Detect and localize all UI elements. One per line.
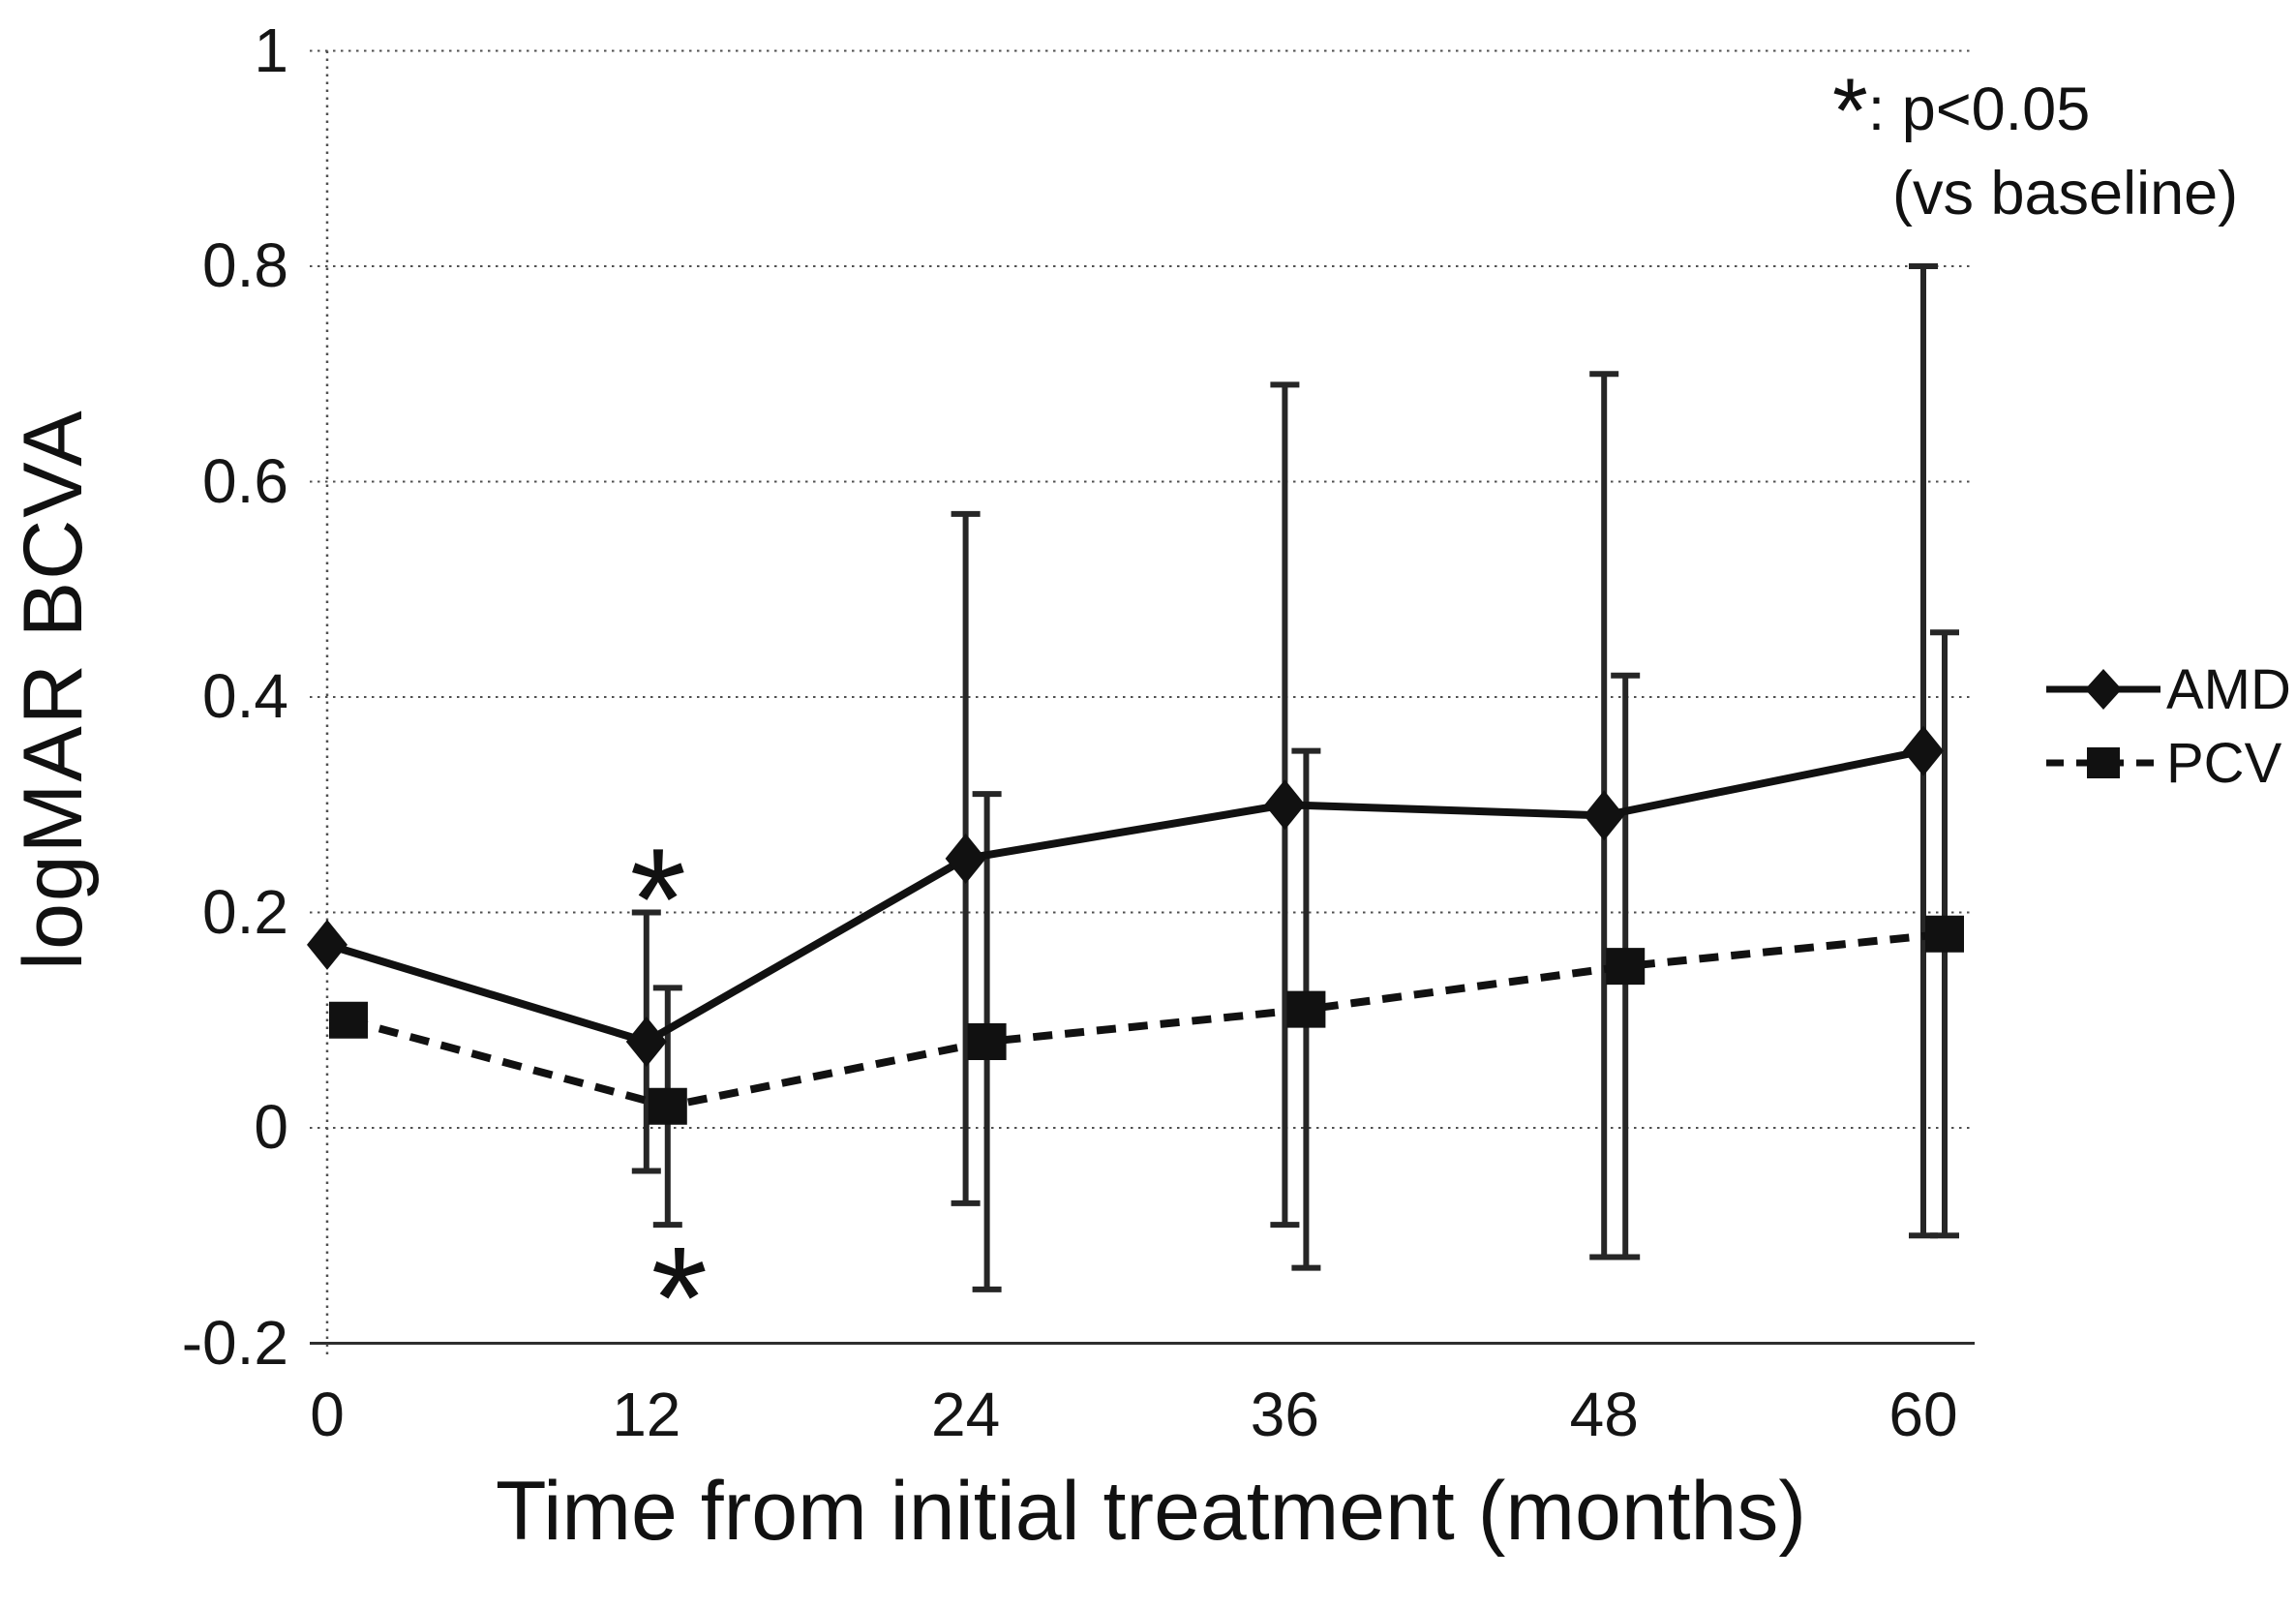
x-tick-label-0: 0 <box>310 1380 345 1449</box>
amd-point-12 <box>625 1017 667 1067</box>
significance-asterisk-pcv: * <box>651 1216 708 1379</box>
y-tick-label-1: 1 <box>254 15 288 85</box>
significance-note-text: : p<0.05 <box>1867 76 2091 143</box>
pcv-point-60 <box>1924 915 1964 953</box>
y-tick-label-0.8: 0.8 <box>202 230 288 300</box>
significance-asterisk-amd: * <box>630 818 686 981</box>
y-tick-label-0.2: 0.2 <box>202 876 288 947</box>
x-tick-label-36: 36 <box>1250 1380 1319 1449</box>
y-axis-title: logMAR BCVA <box>7 409 100 970</box>
x-tick-label-60: 60 <box>1888 1380 1958 1449</box>
amd-point-48 <box>1584 790 1625 841</box>
pcv-point-48 <box>1606 948 1646 986</box>
y-tick-label--0.2: -0.2 <box>181 1307 288 1378</box>
significance-note: *: p<0.05 (vs baseline) <box>1832 65 2239 236</box>
amd-point-60 <box>1902 725 1944 776</box>
y-tick-label-0.6: 0.6 <box>202 445 288 516</box>
legend-label-amd: AMD <box>2166 657 2291 721</box>
y-tick-label-0: 0 <box>254 1092 288 1162</box>
pcv-line <box>347 929 1946 1110</box>
x-tick-label-12: 12 <box>612 1380 681 1449</box>
amd-line-diamond-swatch <box>2046 669 2160 710</box>
legend: AMD PCV <box>2044 657 2291 795</box>
amd-line <box>325 746 1924 1047</box>
asterisk-symbol: * <box>1832 59 1868 163</box>
amd-point-36 <box>1264 779 1306 831</box>
x-tick-label-48: 48 <box>1569 1380 1639 1449</box>
pcv-line-square-swatch <box>2046 747 2160 778</box>
x-axis-title: Time from initial treatment (months) <box>495 1465 1807 1558</box>
legend-item-pcv: PCV <box>2044 731 2291 795</box>
amd-point-0 <box>307 919 347 970</box>
significance-note-line1: *: p<0.05 <box>1832 65 2238 157</box>
pcv-point-24 <box>967 1023 1007 1060</box>
pcv-point-0 <box>329 1001 368 1039</box>
legend-item-amd: AMD <box>2044 657 2291 721</box>
x-tick-label-24: 24 <box>931 1380 1001 1449</box>
y-tick-label-0.4: 0.4 <box>202 661 288 731</box>
significance-note-line2: (vs baseline) <box>1892 159 2239 228</box>
pcv-point-36 <box>1286 990 1326 1028</box>
pcv-point-12 <box>648 1087 687 1125</box>
legend-label-pcv: PCV <box>2166 731 2282 795</box>
amd-point-24 <box>945 833 986 884</box>
